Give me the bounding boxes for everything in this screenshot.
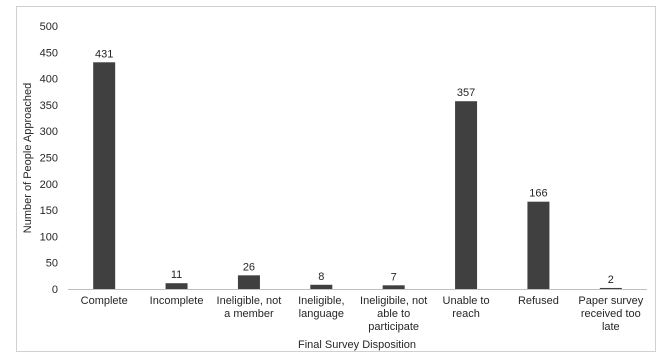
y-axis: 0 50 100 150 200 250 300 350 400 450 500 [40, 21, 58, 296]
y-tick-label: 150 [40, 205, 58, 217]
chart-frame [16, 6, 656, 352]
y-tick-label: 350 [40, 100, 58, 112]
bar [93, 62, 116, 289]
y-axis-title: Number of People Approached [22, 83, 34, 233]
bar [599, 287, 622, 289]
x-axis: Complete Incomplete Ineligible, not a membe… [68, 289, 647, 333]
data-label: 8 [318, 271, 324, 283]
data-label: 166 [529, 188, 547, 200]
data-label: 2 [608, 274, 614, 286]
y-tick-label: 0 [52, 284, 58, 296]
y-tick-label: 500 [40, 21, 58, 33]
x-tick-label: Ineligible, language [298, 295, 344, 320]
x-tick-label: Complete [81, 295, 128, 307]
data-label: 26 [243, 261, 255, 273]
y-tick-label: 100 [40, 231, 58, 243]
y-tick-label: 50 [46, 258, 58, 270]
y-tick-label: 300 [40, 126, 58, 138]
data-label: 357 [457, 87, 475, 99]
x-tick-label: Unable to reach [443, 295, 490, 320]
y-tick-label: 250 [40, 153, 58, 165]
bar [382, 285, 405, 289]
x-tick-label: Refused [518, 295, 559, 307]
bar [237, 275, 260, 289]
data-label: 7 [391, 271, 397, 283]
y-tick-label: 200 [40, 179, 58, 191]
bar [527, 201, 550, 289]
x-tick-label: Ineligible, not a member [217, 295, 282, 320]
bar [310, 284, 333, 289]
x-tick-label: Incomplete [150, 295, 204, 307]
y-tick-label: 400 [40, 74, 58, 86]
bar [455, 101, 478, 289]
y-tick-label: 450 [40, 47, 58, 59]
bars: 431 11 26 8 7 357 166 2 [93, 48, 622, 289]
x-tick-label: Paper survey received too late [578, 295, 643, 333]
bar [165, 283, 188, 289]
data-label: 11 [171, 269, 182, 281]
x-axis-title: Final Survey Disposition [298, 339, 416, 351]
data-label: 431 [95, 48, 113, 60]
x-tick-label: Ineligibile, not able to participate [360, 295, 427, 333]
